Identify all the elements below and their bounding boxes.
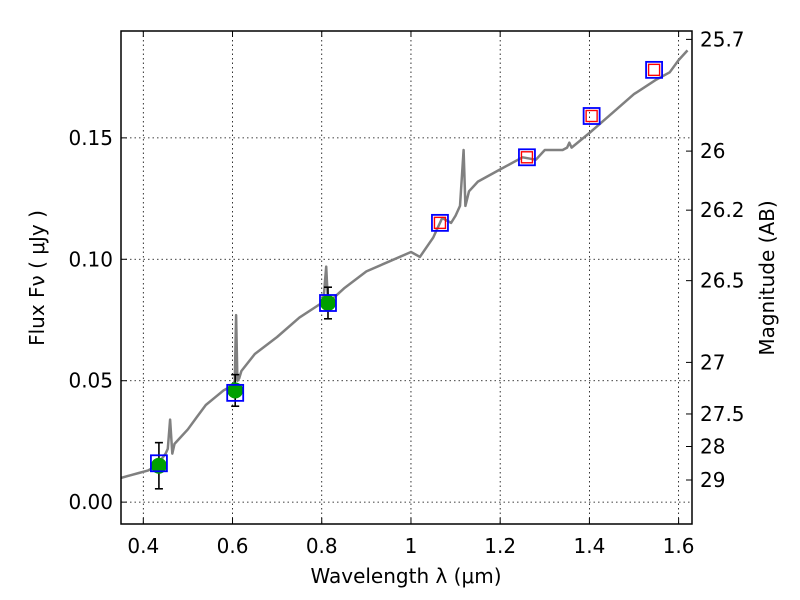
- mag-tick-label: 29: [700, 468, 725, 492]
- y-tick-label: 0.15: [68, 126, 113, 150]
- model-photometry-square: [645, 60, 663, 79]
- x-tick-label: 0.6: [217, 534, 249, 558]
- model-photometry-square: [431, 213, 449, 232]
- x-tick-label: 1.2: [484, 534, 516, 558]
- mag-tick-label: 27: [700, 350, 725, 374]
- data-points-layer: [150, 60, 663, 490]
- mag-tick-label: 26: [700, 139, 725, 163]
- predicted-square: [433, 216, 447, 230]
- spectrum-layer: [121, 49, 689, 480]
- x-tick-label: 1.6: [663, 534, 695, 558]
- predicted-square: [520, 151, 534, 164]
- plot-frame: [120, 30, 693, 525]
- model-photometry-square: [319, 294, 337, 312]
- model-photometry-square: [150, 454, 168, 473]
- predicted-square: [647, 63, 661, 77]
- mag-tick-label: 26.2: [700, 198, 745, 222]
- grid-lines: [121, 31, 692, 524]
- magnitude-axis-title: Magnitude (AB): [755, 200, 779, 355]
- model-photometry-square: [518, 148, 536, 167]
- observed-point: [319, 295, 336, 311]
- mag-tick-label: 26.5: [700, 269, 745, 293]
- y-tick-label: 0.10: [68, 247, 113, 271]
- model-photometry-square: [582, 107, 601, 125]
- axis-ticks: 0.4 0.6 0.8 1 1.2 1.4 1.6 0.00 0.05 0.10 0.15 25.7 2…: [68, 27, 744, 558]
- mag-tick-label: 28: [700, 435, 725, 459]
- x-tick-label: 0.4: [127, 534, 159, 558]
- x-tick-label: 1.4: [573, 534, 605, 558]
- mag-tick-label: 27.5: [700, 402, 745, 426]
- y-tick-label: 0.05: [68, 369, 113, 393]
- spectrum-line: [121, 49, 689, 480]
- x-tick-label: 0.8: [306, 534, 338, 558]
- x-axis-title: Wavelength λ (μm): [310, 564, 501, 588]
- x-tick-label: 1: [405, 534, 418, 558]
- y-tick-label: 0.00: [68, 490, 113, 514]
- mag-tick-label: 25.7: [700, 27, 745, 51]
- model-photometry-square: [226, 383, 245, 402]
- predicted-square: [585, 109, 598, 123]
- y-axis-title: Flux Fν ( μJy ): [25, 210, 49, 346]
